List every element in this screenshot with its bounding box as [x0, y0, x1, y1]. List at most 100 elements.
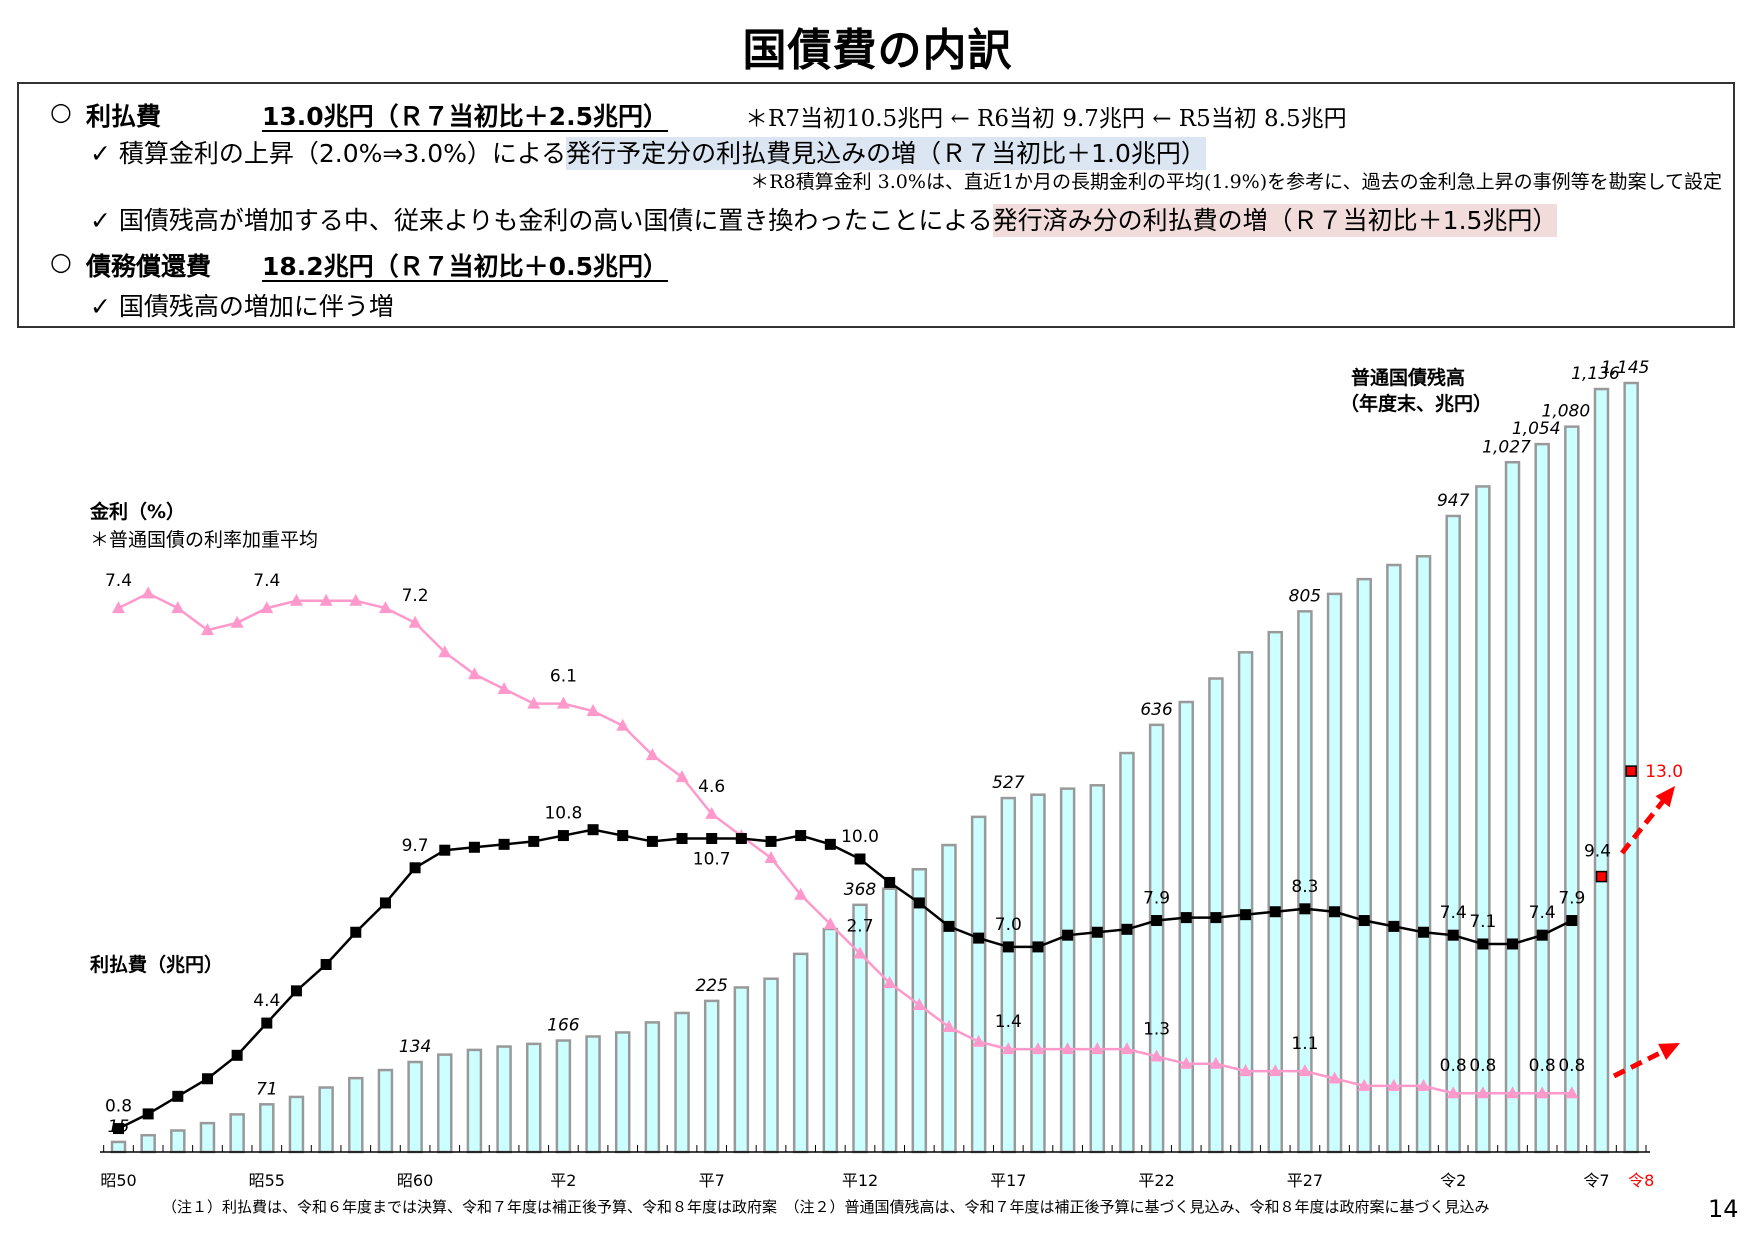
interest-rate-marker: [1001, 1042, 1015, 1055]
interest-rate-marker: [1417, 1078, 1431, 1091]
interest-payment-marker: [676, 832, 688, 844]
interest-payment-marker: [1329, 906, 1341, 918]
interest-history: ＊R7当初10.5兆円 ← R6当初 9.7兆円 ← R5当初 8.5兆円: [745, 106, 1347, 132]
interest-payment-marker: [765, 835, 777, 847]
interest-payment-marker: [854, 853, 866, 865]
interest-payment-marker: [1240, 909, 1252, 921]
debt-bar: [1475, 485, 1491, 1154]
interest-rate-marker: [1239, 1064, 1253, 1077]
interest-payment-marker: [795, 830, 807, 842]
interest-rate-marker: [675, 770, 689, 783]
interest-rate-marker: [260, 601, 274, 614]
rate-axis-note: ＊普通国債の利率加重平均: [90, 529, 319, 551]
interest-payment-marker: [1536, 929, 1548, 941]
x-tick-label: 昭50: [100, 1171, 136, 1190]
x-tick-label: 令2: [1440, 1171, 1466, 1190]
debt-bar: [259, 1103, 275, 1154]
interest-rate-marker: [705, 806, 719, 819]
debt-bar: [318, 1086, 334, 1154]
interest-rate-marker: [141, 586, 155, 599]
interest-rate-marker: [1209, 1056, 1223, 1069]
interest-rate-marker: [171, 601, 185, 614]
debt-bar: [1504, 461, 1521, 1154]
debt-bar: [496, 1045, 512, 1154]
debt-bar-label: 225: [695, 976, 727, 996]
debt-bar: [911, 867, 928, 1154]
interest-payment-marker: [439, 844, 451, 856]
debt-bar: [970, 815, 987, 1154]
debt-bar: [614, 1031, 631, 1154]
debt-bar-label: 636: [1140, 700, 1173, 720]
interest-rate-line: [117, 592, 1572, 1095]
interest-rate-marker: [586, 704, 600, 716]
debt-bar-label: 527: [992, 773, 1025, 793]
interest-rate-marker: [1061, 1042, 1075, 1055]
debt-bar: [1386, 563, 1402, 1154]
interest-rate-label: 0.8: [1529, 1056, 1556, 1076]
debt-bar: [170, 1129, 186, 1154]
debt-bar: [1534, 442, 1550, 1154]
interest-rate-marker: [112, 601, 125, 614]
interest-payment-marker: [142, 1108, 154, 1120]
debt-bar: [199, 1121, 216, 1154]
redemption-bullet: ○: [50, 247, 72, 276]
debt-bar: [881, 887, 898, 1154]
debt-bar: [941, 843, 957, 1154]
interest-payment-marker: [1210, 912, 1222, 924]
interest-payment-label: 7.0: [995, 915, 1022, 935]
interest-payment-label: 10.7: [693, 849, 731, 869]
debt-bar: [288, 1095, 305, 1154]
interest-rate-marker: [1387, 1078, 1401, 1091]
projected-interest-label: 9.4: [1584, 842, 1611, 862]
interest-rate-marker: [1328, 1071, 1342, 1084]
debt-bar-label: 71: [256, 1079, 278, 1099]
interest-rate-marker: [467, 667, 481, 680]
page-title: 国債費の内訳: [742, 25, 1013, 76]
interest-payment-marker: [1032, 941, 1044, 953]
interest-rate-marker: [438, 645, 452, 658]
interest-payment-marker: [350, 926, 362, 938]
interest-rate-marker: [853, 946, 867, 959]
debt-bar: [1326, 592, 1343, 1154]
interest-payment-marker: [1388, 920, 1400, 932]
interest-rate-marker: [349, 593, 363, 606]
interest-rate-marker: [823, 917, 837, 930]
interest-payment-marker: [706, 832, 718, 844]
interest-payment-label: 7.1: [1469, 912, 1496, 932]
debt-bar: [407, 1060, 423, 1154]
interest-rate-note: ＊R8積算金利 3.0%は、直近1か月の長期金利の平均(1.9%)を参考に、過去…: [750, 171, 1722, 193]
debt-bar: [674, 1011, 690, 1154]
debt-bar-label: 1,027: [1482, 437, 1531, 457]
interest-rate-label: 0.8: [1440, 1056, 1467, 1076]
interest-payment-marker: [646, 835, 658, 847]
debt-bar-label: 134: [399, 1037, 431, 1057]
redemption-amount: 18.2兆円（Ｒ７当初比＋0.5兆円）: [262, 252, 668, 281]
interest-payment-marker: [1447, 929, 1459, 941]
interest-payment-marker: [1151, 915, 1163, 927]
interest-payment-label: 7.4: [1440, 903, 1467, 923]
interest-rate-marker: [289, 593, 303, 606]
debt-bar: [703, 999, 720, 1154]
x-tick-label: 令7: [1583, 1171, 1609, 1190]
footnote: （注１）利払費は、令和６年度までは決算、令和７年度は補正後予算、令和８年度は政府…: [162, 1198, 1490, 1216]
debt-bar: [1000, 796, 1017, 1154]
debt-axis-unit: （年度末、兆円）: [1340, 393, 1493, 415]
interest-payment-marker: [498, 838, 510, 850]
debt-bar: [644, 1021, 661, 1154]
debt-bar: [1148, 723, 1165, 1154]
debt-bar: [1415, 555, 1432, 1154]
interest-rate-marker: [1506, 1086, 1520, 1099]
page-number: 14: [1708, 1195, 1739, 1223]
projected-interest-marker: [1625, 765, 1637, 777]
debt-bar: [348, 1076, 364, 1154]
interest-rate-label: 4.6: [698, 777, 725, 797]
interest-point-2-text: ✓ 国債残高が増加する中、従来よりも金利の高い国債に置き換わったことによる: [90, 206, 993, 235]
interest-payment-marker: [379, 897, 391, 909]
x-tick-label: 昭60: [397, 1171, 433, 1190]
interest-point-2-highlight: 発行済み分の利払費の増（Ｒ７当初比＋1.5兆円）: [992, 204, 1558, 237]
interest-rate-label: 0.8: [1558, 1056, 1585, 1076]
interest-rate-marker: [645, 748, 659, 761]
interest-payment-label: 10.8: [544, 804, 582, 824]
debt-bar: [822, 927, 839, 1154]
interest-rate-marker: [378, 601, 392, 614]
